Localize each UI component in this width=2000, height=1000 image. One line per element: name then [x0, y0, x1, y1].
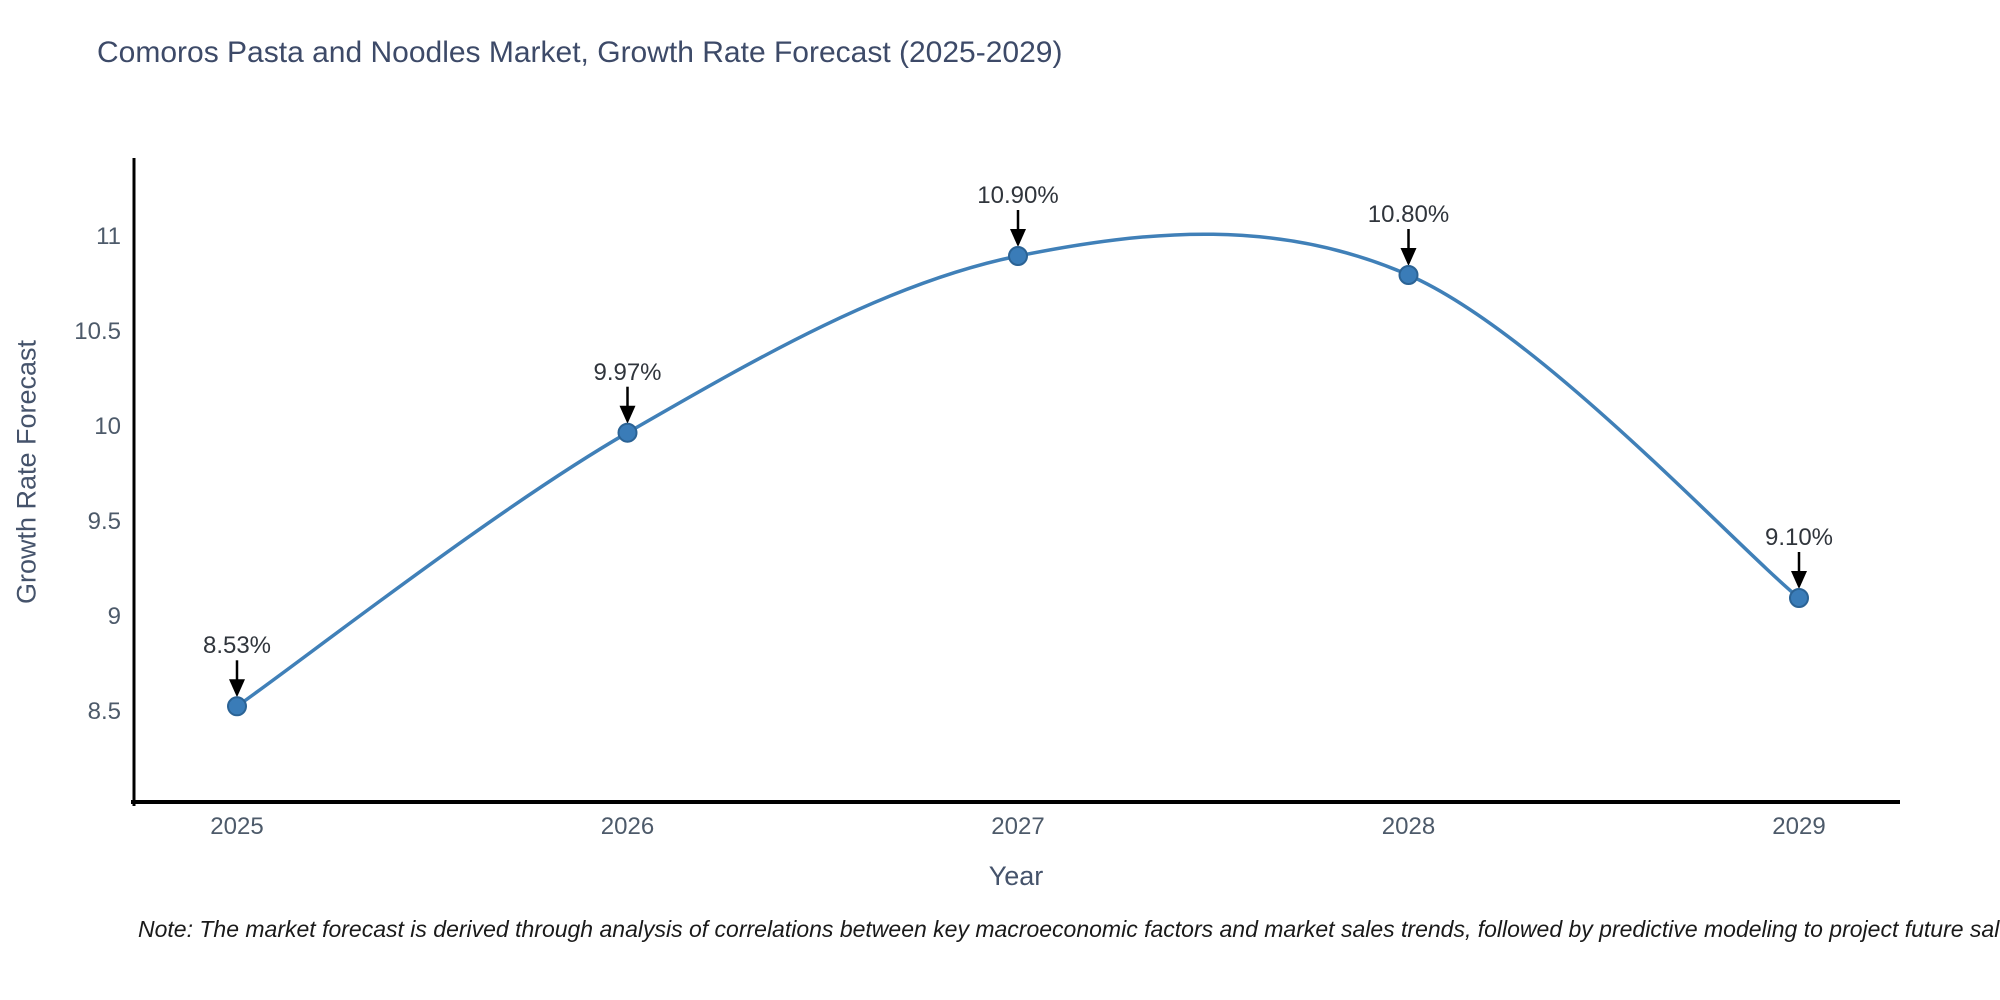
chart-title: Comoros Pasta and Noodles Market, Growth…: [97, 36, 1063, 69]
annotation-label: 8.53%: [202, 632, 272, 660]
annotation-label: 10.80%: [1367, 201, 1450, 228]
y-tick-label: 10: [94, 413, 121, 440]
y-tick-label: 8.5: [87, 698, 121, 725]
annotation-label: 10.90%: [977, 182, 1059, 209]
data-point-marker: [617, 422, 638, 443]
x-tick-label: 2027: [991, 813, 1045, 840]
data-point-marker: [1008, 246, 1028, 266]
annotation-arrow-head: [1791, 571, 1807, 589]
y-tick-label: 9.5: [87, 508, 121, 535]
y-tick-label: 10.5: [74, 318, 121, 345]
annotation-label: 9.97%: [593, 358, 662, 386]
data-point-marker: [1398, 265, 1419, 285]
x-tick-label: 2028: [1381, 813, 1436, 840]
y-tick-label: 11: [96, 223, 121, 250]
data-point-marker: [1789, 588, 1809, 608]
annotation-arrow-head: [619, 405, 636, 424]
annotation-arrow-head: [229, 679, 245, 698]
annotation-arrow-head: [1400, 248, 1417, 266]
footnote: Note: The market forecast is derived thr…: [138, 916, 2000, 942]
forecast-line-series: [235, 232, 1801, 709]
x-tick-label: 2029: [1772, 813, 1826, 840]
annotation-label: 9.10%: [1764, 524, 1834, 551]
x-axis-title: Year: [988, 861, 1044, 891]
y-tick-label: 9: [107, 603, 121, 630]
x-tick-label: 2026: [600, 813, 655, 840]
data-point-marker: [227, 696, 247, 717]
annotation-arrow-head: [1010, 229, 1026, 247]
x-tick-label: 2025: [210, 813, 264, 840]
